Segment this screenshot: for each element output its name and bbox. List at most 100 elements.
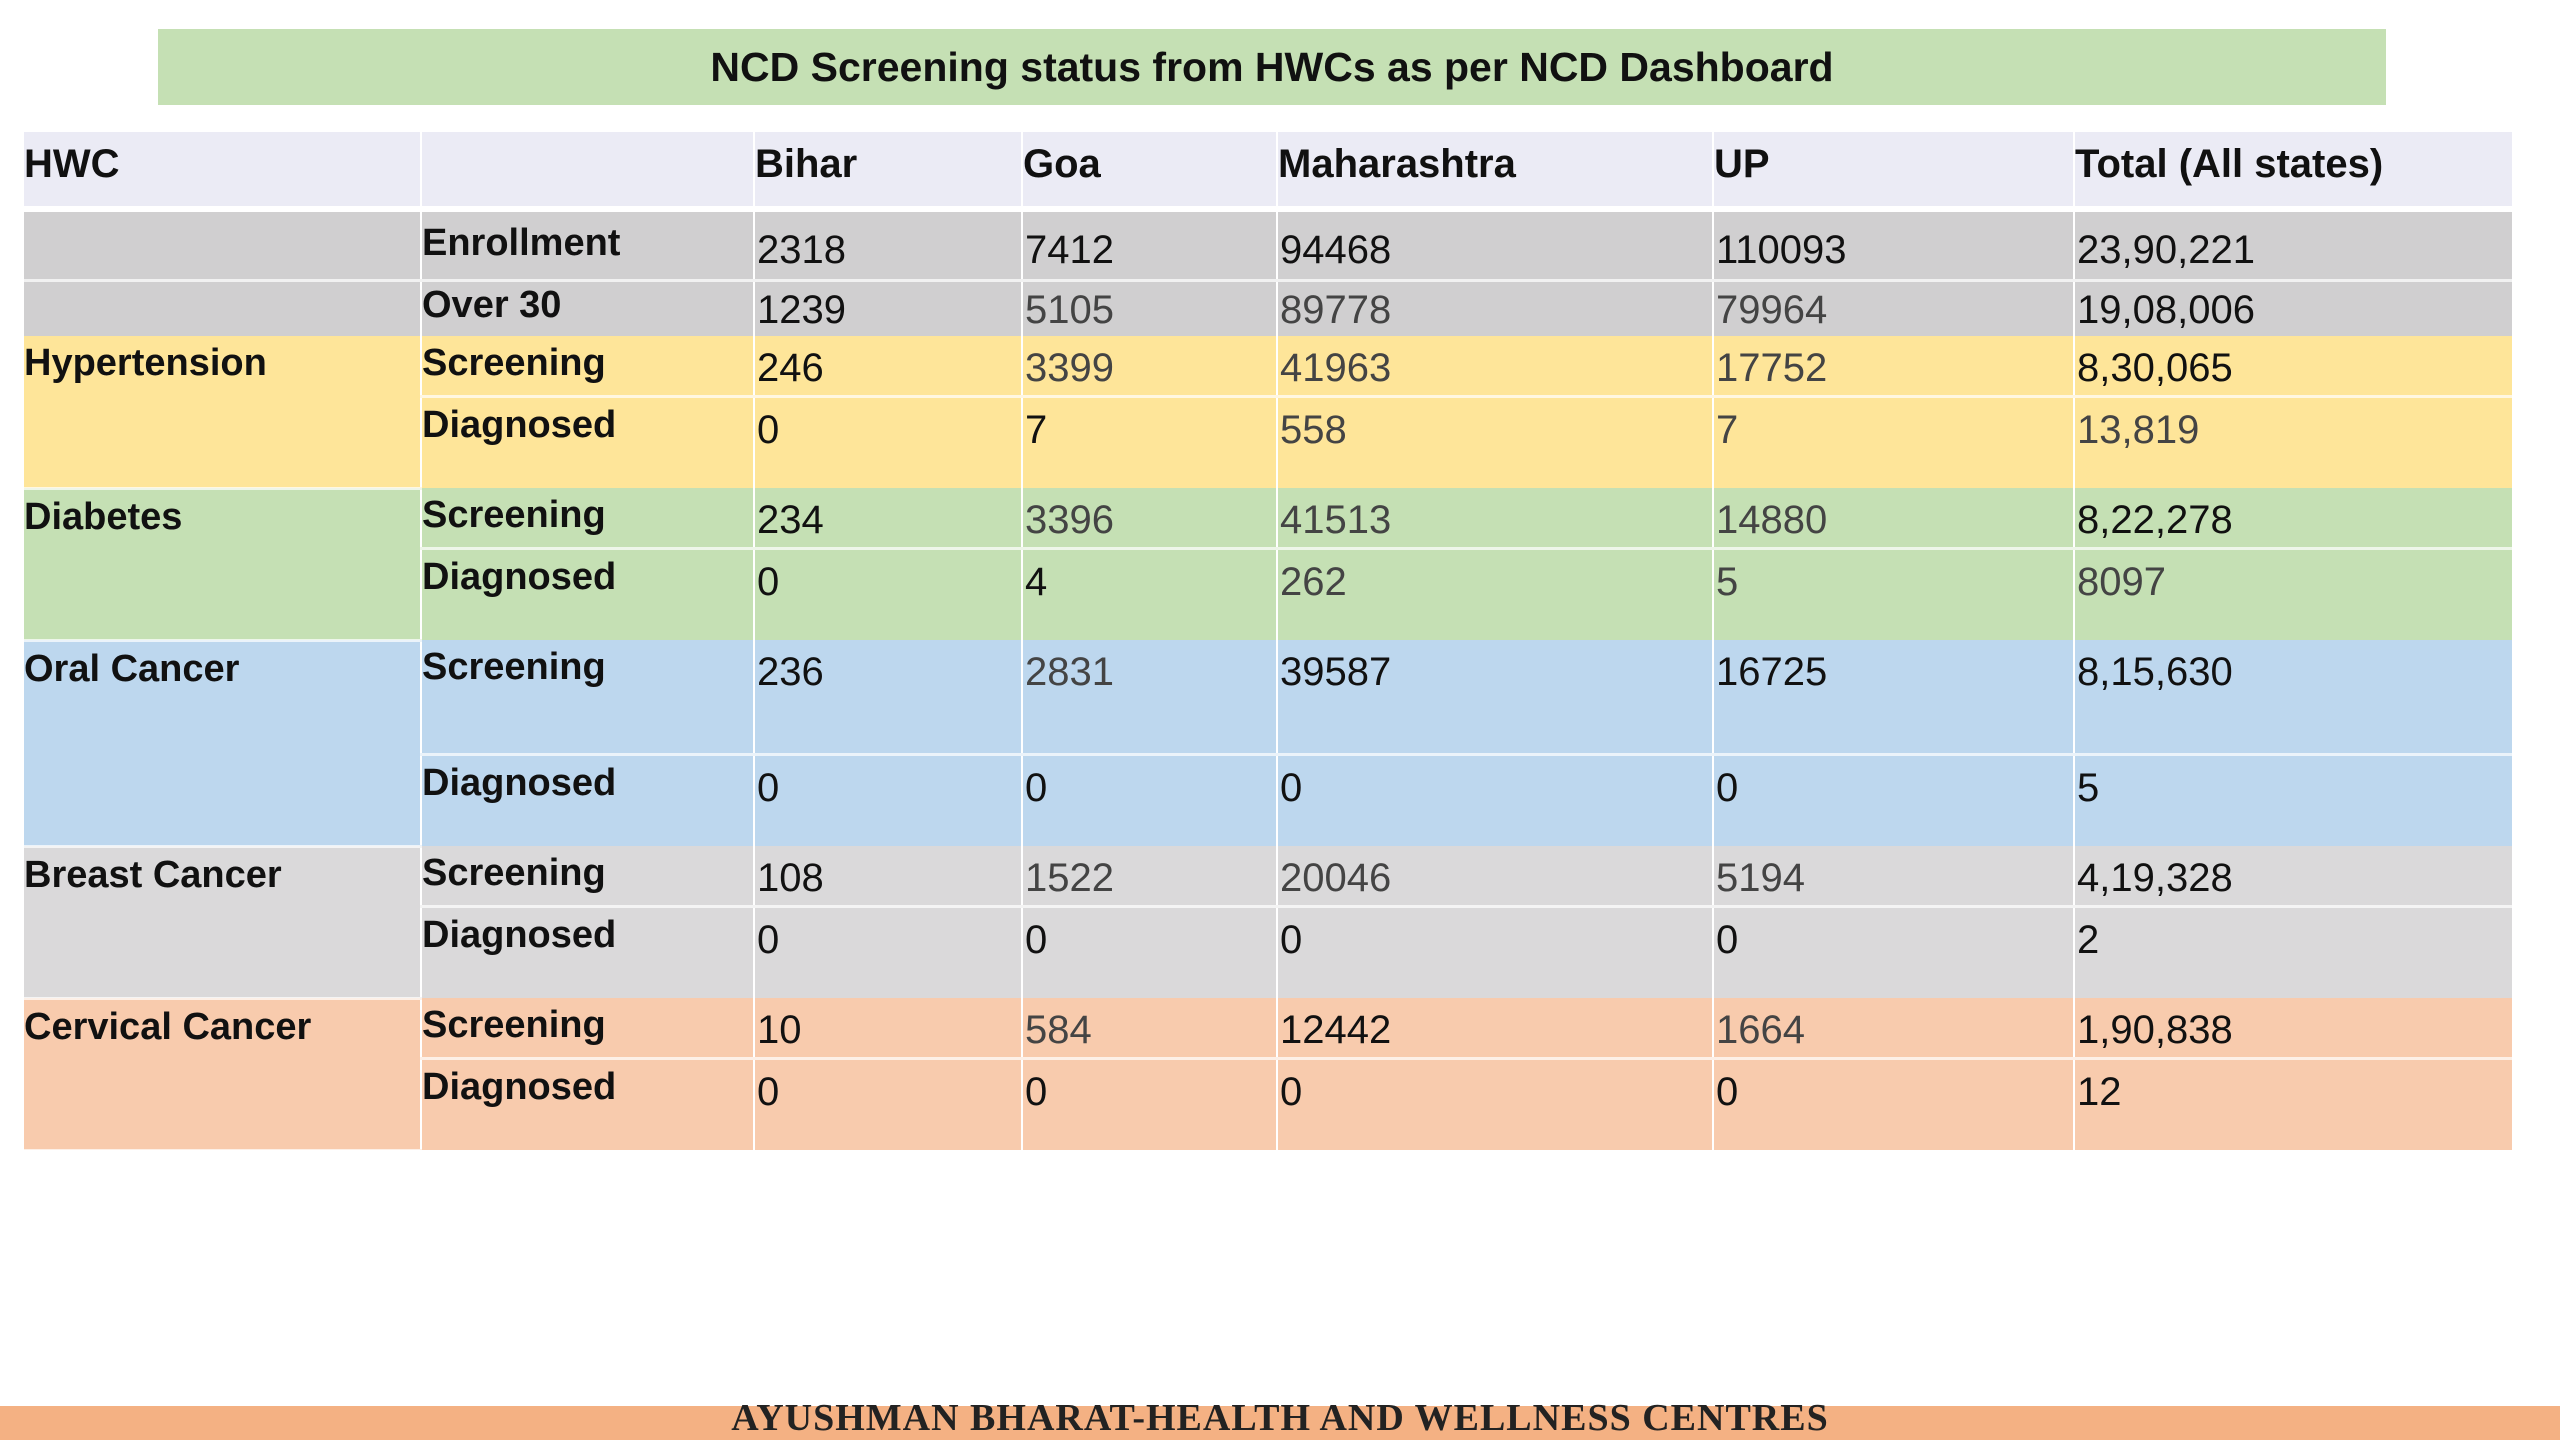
- row-label: Diagnosed: [422, 555, 617, 598]
- group-label-hypertension: Hypertension: [24, 342, 267, 384]
- page-title: NCD Screening status from HWCs as per NC…: [158, 29, 2386, 105]
- cell-up: 110093: [1716, 228, 1847, 272]
- cell-total: 13,819: [2077, 407, 2200, 452]
- row-label: Screening: [422, 494, 606, 536]
- cell-maharashtra: 558: [1280, 407, 1347, 452]
- header-blank: [421, 132, 755, 206]
- cell-bihar: 0: [757, 559, 780, 604]
- row-label: Over 30: [422, 283, 562, 326]
- cell-goa: 0: [1025, 1069, 1048, 1114]
- cell-bihar: 1239: [757, 287, 846, 332]
- cell-up: 5194: [1716, 856, 1805, 900]
- cell-maharashtra: 12442: [1280, 1008, 1392, 1052]
- cell-goa: 3396: [1025, 498, 1114, 542]
- cell-maharashtra: 39587: [1280, 650, 1392, 694]
- cell-total: 8,30,065: [2077, 346, 2233, 390]
- cell-total: 12: [2077, 1069, 2122, 1114]
- table-row-hypertension-screening: Hypertension Screening 246 3399 41963 17…: [24, 336, 2512, 490]
- cell-maharashtra: 89778: [1280, 287, 1392, 332]
- table-row-diabetes-screening: Diabetes Screening 234 3396 41513 14880 …: [24, 488, 2512, 642]
- cell-goa: 0: [1025, 765, 1048, 810]
- cell-goa: 1522: [1025, 856, 1114, 900]
- cell-bihar: 246: [757, 346, 824, 390]
- cell-total: 2: [2077, 917, 2100, 962]
- cell-bihar: 236: [757, 650, 824, 694]
- cell-up: 5: [1716, 559, 1739, 604]
- row-label: Diagnosed: [422, 403, 617, 446]
- cell-bihar: 0: [757, 917, 780, 962]
- row-label: Diagnosed: [422, 913, 617, 956]
- cell-up: 0: [1716, 917, 1739, 962]
- cell-bihar: 0: [757, 1069, 780, 1114]
- cell-maharashtra: 0: [1280, 765, 1303, 810]
- cell-maharashtra: 0: [1280, 917, 1303, 962]
- cell-goa: 4: [1025, 559, 1048, 604]
- cell-up: 1664: [1716, 1008, 1805, 1052]
- cell-bihar: 0: [757, 407, 780, 452]
- group-label-breast-cancer: Breast Cancer: [24, 853, 282, 896]
- row-label: Screening: [422, 1004, 606, 1046]
- cell-total: 19,08,006: [2077, 287, 2255, 332]
- cell-maharashtra: 262: [1280, 559, 1347, 604]
- cell-maharashtra: 0: [1280, 1069, 1303, 1114]
- cell-total: 8,15,630: [2077, 650, 2233, 694]
- cell-total: 23,90,221: [2077, 228, 2255, 272]
- cell-bihar: 234: [757, 498, 824, 542]
- row-label: Screening: [422, 646, 606, 688]
- cell-bihar: 108: [757, 856, 824, 900]
- cell-goa: 7: [1025, 407, 1048, 452]
- cell-bihar: 10: [757, 1008, 802, 1052]
- cell-total: 5: [2077, 765, 2100, 810]
- table-row-oral-cancer-diagnosed: Diagnosed 0 0 0 0 5: [24, 754, 2512, 846]
- table-row-cervical-cancer-diagnosed: Diagnosed 0 0 0 0 12: [24, 1058, 2512, 1150]
- cell-up: 14880: [1716, 498, 1828, 542]
- cell-bihar: 0: [757, 765, 780, 810]
- header-hwc: HWC: [24, 132, 422, 206]
- table-row-enrollment: Enrollment 2318 7412 94468 110093 23,90,…: [24, 212, 2512, 282]
- cell-up: 0: [1716, 765, 1739, 810]
- row-label: Screening: [422, 342, 606, 384]
- cell-total: 8097: [2077, 559, 2166, 604]
- cell-total: 8,22,278: [2077, 498, 2233, 542]
- group-label-cervical-cancer: Cervical Cancer: [24, 1005, 312, 1048]
- header-row: HWC Bihar Goa Maharashtra UP Total (All …: [24, 132, 2512, 206]
- ncd-screening-table: HWC Bihar Goa Maharashtra UP Total (All …: [24, 132, 2512, 1152]
- header-maharashtra: Maharashtra: [1277, 132, 1714, 206]
- table-row-breast-cancer-diagnosed: Diagnosed 0 0 0 0 2: [24, 906, 2512, 998]
- row-label: Diagnosed: [422, 761, 617, 804]
- header-goa: Goa: [1022, 132, 1278, 206]
- cell-up: 7: [1716, 407, 1739, 452]
- cell-maharashtra: 41513: [1280, 498, 1392, 542]
- footer-bar: [0, 1406, 2560, 1440]
- cell-goa: 584: [1025, 1008, 1092, 1052]
- cell-total: 1,90,838: [2077, 1008, 2233, 1052]
- cell-total: 4,19,328: [2077, 856, 2233, 900]
- cell-bihar: 2318: [757, 228, 846, 272]
- cell-maharashtra: 41963: [1280, 346, 1392, 390]
- table-row-cervical-cancer-screening: Cervical Cancer Screening 10 584 12442 1…: [24, 998, 2512, 1152]
- cell-up: 17752: [1716, 346, 1828, 390]
- cell-goa: 5105: [1025, 287, 1114, 332]
- table-row-hypertension-diagnosed: Diagnosed 0 7 558 7 13,819: [24, 396, 2512, 488]
- row-label: Enrollment: [422, 222, 621, 264]
- footer-title: AYUSHMAN BHARAT-HEALTH AND WELLNESS CENT…: [731, 1397, 1829, 1439]
- cell-maharashtra: 94468: [1280, 228, 1392, 272]
- group-label-diabetes: Diabetes: [24, 495, 183, 538]
- cell-goa: 2831: [1025, 650, 1114, 694]
- header-total: Total (All states): [2074, 132, 2512, 206]
- header-bihar: Bihar: [754, 132, 1023, 206]
- table-row-breast-cancer-screening: Breast Cancer Screening 108 1522 20046 5…: [24, 846, 2512, 1000]
- cell-goa: 7412: [1025, 228, 1114, 272]
- row-label: Screening: [422, 852, 606, 894]
- table-row-over30: Over 30 1239 5105 89778 79964 19,08,006: [24, 280, 2512, 336]
- row-label: Diagnosed: [422, 1065, 617, 1108]
- table-row-oral-cancer-screening: Oral Cancer Screening 236 2831 39587 167…: [24, 640, 2512, 848]
- cell-maharashtra: 20046: [1280, 856, 1392, 900]
- table-row-diabetes-diagnosed: Diagnosed 0 4 262 5 8097: [24, 548, 2512, 640]
- cell-goa: 3399: [1025, 346, 1114, 390]
- cell-up: 16725: [1716, 650, 1828, 694]
- cell-up: 79964: [1716, 287, 1828, 332]
- cell-goa: 0: [1025, 917, 1048, 962]
- header-up: UP: [1713, 132, 2075, 206]
- cell-up: 0: [1716, 1069, 1739, 1114]
